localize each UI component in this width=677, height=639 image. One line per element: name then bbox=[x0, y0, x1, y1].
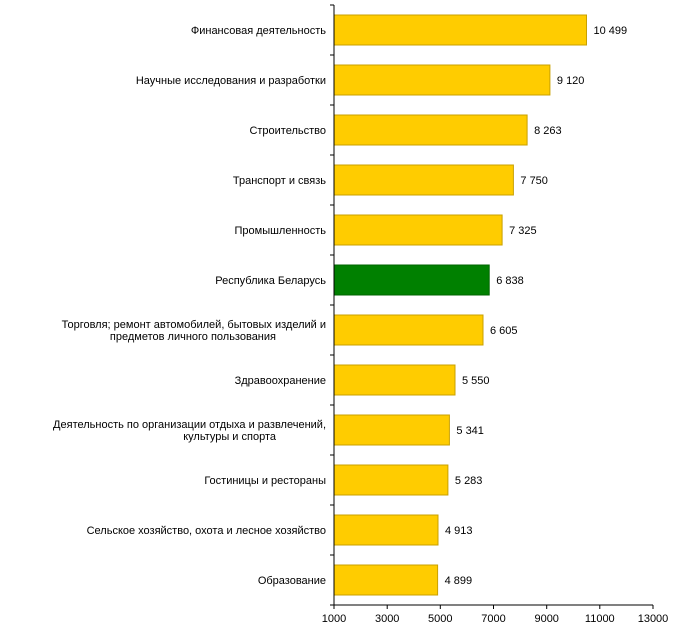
bar-6 bbox=[333, 314, 484, 346]
labels-group: 10 499 Финансовая деятельность 9 120 Научны… bbox=[53, 25, 668, 625]
category-label-line: Промышленность bbox=[234, 225, 326, 237]
x-tick-label-0: 1000 bbox=[322, 613, 346, 625]
bars-group bbox=[333, 14, 587, 596]
category-label-line: предметов личного пользования bbox=[110, 331, 276, 343]
category-label-line: Научные исследования и разработки bbox=[136, 75, 326, 87]
value-label-7: 5 550 bbox=[462, 375, 490, 387]
value-label-1: 9 120 bbox=[557, 75, 585, 87]
category-label-line: культуры и спорта bbox=[183, 431, 277, 443]
category-label-line: Торговля; ремонт автомобилей, бытовых из… bbox=[62, 319, 326, 331]
x-tick-label-4: 9000 bbox=[534, 613, 558, 625]
bar-10 bbox=[333, 514, 439, 546]
category-label-line: Образование bbox=[258, 575, 326, 587]
value-label-10: 4 913 bbox=[445, 525, 473, 537]
category-label-9: Гостиницы и рестораны bbox=[204, 475, 326, 487]
bar-1 bbox=[333, 64, 551, 96]
x-tick-label-3: 7000 bbox=[481, 613, 505, 625]
value-label-6: 6 605 bbox=[490, 325, 518, 337]
value-label-0: 10 499 bbox=[594, 25, 628, 37]
bar-5 bbox=[333, 264, 490, 296]
value-label-11: 4 899 bbox=[445, 575, 473, 587]
axes-group bbox=[330, 4, 654, 609]
category-label-10: Сельское хозяйство, охота и лесное хозяй… bbox=[87, 525, 326, 537]
bar-9 bbox=[333, 464, 449, 496]
category-label-line: Строительство bbox=[249, 125, 326, 137]
value-label-3: 7 750 bbox=[520, 175, 548, 187]
category-label-line: Деятельность по организации отдыха и раз… bbox=[53, 419, 326, 431]
value-label-4: 7 325 bbox=[509, 225, 537, 237]
category-label-line: Республика Беларусь bbox=[215, 275, 326, 287]
category-label-11: Образование bbox=[258, 575, 326, 587]
category-label-6: Торговля; ремонт автомобилей, бытовых из… bbox=[62, 319, 326, 343]
bar-8 bbox=[333, 414, 450, 446]
x-tick-label-5: 11000 bbox=[585, 613, 615, 625]
category-label-1: Научные исследования и разработки bbox=[136, 75, 326, 87]
category-label-2: Строительство bbox=[249, 125, 326, 137]
category-label-8: Деятельность по организации отдыха и раз… bbox=[53, 419, 326, 443]
value-label-2: 8 263 bbox=[534, 125, 562, 137]
bar-3 bbox=[333, 164, 514, 196]
x-tick-label-6: 13000 bbox=[638, 613, 669, 625]
bar-11 bbox=[333, 564, 439, 596]
category-label-line: Гостиницы и рестораны bbox=[204, 475, 326, 487]
category-label-line: Сельское хозяйство, охота и лесное хозяй… bbox=[87, 525, 326, 537]
x-tick-label-1: 3000 bbox=[375, 613, 399, 625]
bar-0 bbox=[333, 14, 587, 46]
category-label-3: Транспорт и связь bbox=[233, 175, 326, 187]
category-label-line: Финансовая деятельность bbox=[191, 25, 326, 37]
category-label-7: Здравоохранение bbox=[235, 375, 326, 387]
value-label-5: 6 838 bbox=[496, 275, 524, 287]
value-label-8: 5 341 bbox=[456, 425, 484, 437]
category-label-4: Промышленность bbox=[234, 225, 326, 237]
value-label-9: 5 283 bbox=[455, 475, 483, 487]
category-label-line: Транспорт и связь bbox=[233, 175, 326, 187]
bar-2 bbox=[333, 114, 528, 146]
bar-7 bbox=[333, 364, 456, 396]
category-label-5: Республика Беларусь bbox=[215, 275, 326, 287]
category-label-0: Финансовая деятельность bbox=[191, 25, 326, 37]
category-label-line: Здравоохранение bbox=[235, 375, 326, 387]
x-tick-label-2: 5000 bbox=[428, 613, 452, 625]
bar-4 bbox=[333, 214, 503, 246]
